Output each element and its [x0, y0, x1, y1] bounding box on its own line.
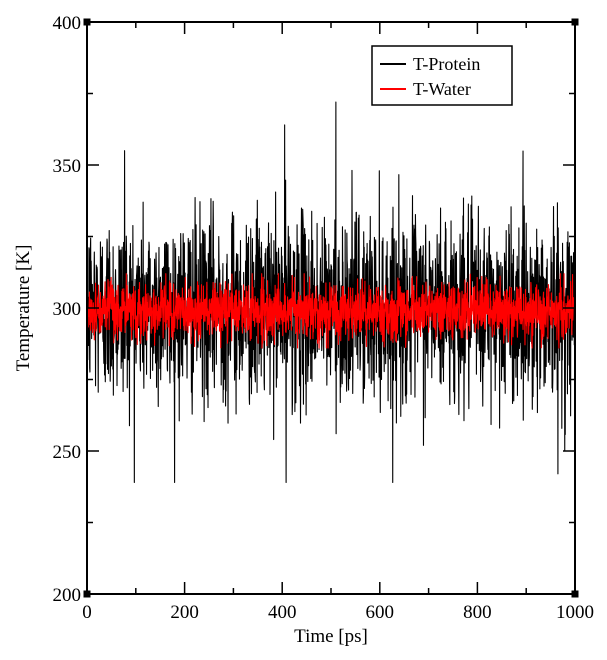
series-layer	[87, 101, 575, 484]
y-tick-label: 400	[53, 13, 82, 34]
y-tick-label: 300	[53, 299, 82, 320]
legend-label-protein: T-Protein	[413, 54, 480, 74]
x-tick-label: 600	[366, 602, 395, 623]
corner-marker	[571, 590, 579, 598]
labels-layer: Time [ps] Temperature [K]	[13, 245, 368, 647]
legend: T-Protein T-Water	[371, 45, 513, 106]
y-tick-label: 250	[53, 442, 82, 463]
corner-marker	[571, 18, 579, 26]
x-tick-label: 400	[268, 602, 297, 623]
x-tick-label: 800	[463, 602, 492, 623]
y-axis-title: Temperature [K]	[13, 245, 34, 372]
corner-marker	[83, 590, 91, 598]
y-tick-label: 350	[53, 156, 82, 177]
corner-marker	[83, 18, 91, 26]
y-tick-label: 200	[53, 585, 82, 606]
series-line-t-water	[87, 273, 575, 349]
legend-label-water: T-Water	[413, 79, 471, 99]
legend-box	[371, 45, 513, 106]
x-axis-title: Time [ps]	[294, 626, 368, 647]
x-tick-label: 0	[82, 602, 92, 623]
x-tick-label: 200	[170, 602, 199, 623]
x-tick-label: 1000	[556, 602, 594, 623]
